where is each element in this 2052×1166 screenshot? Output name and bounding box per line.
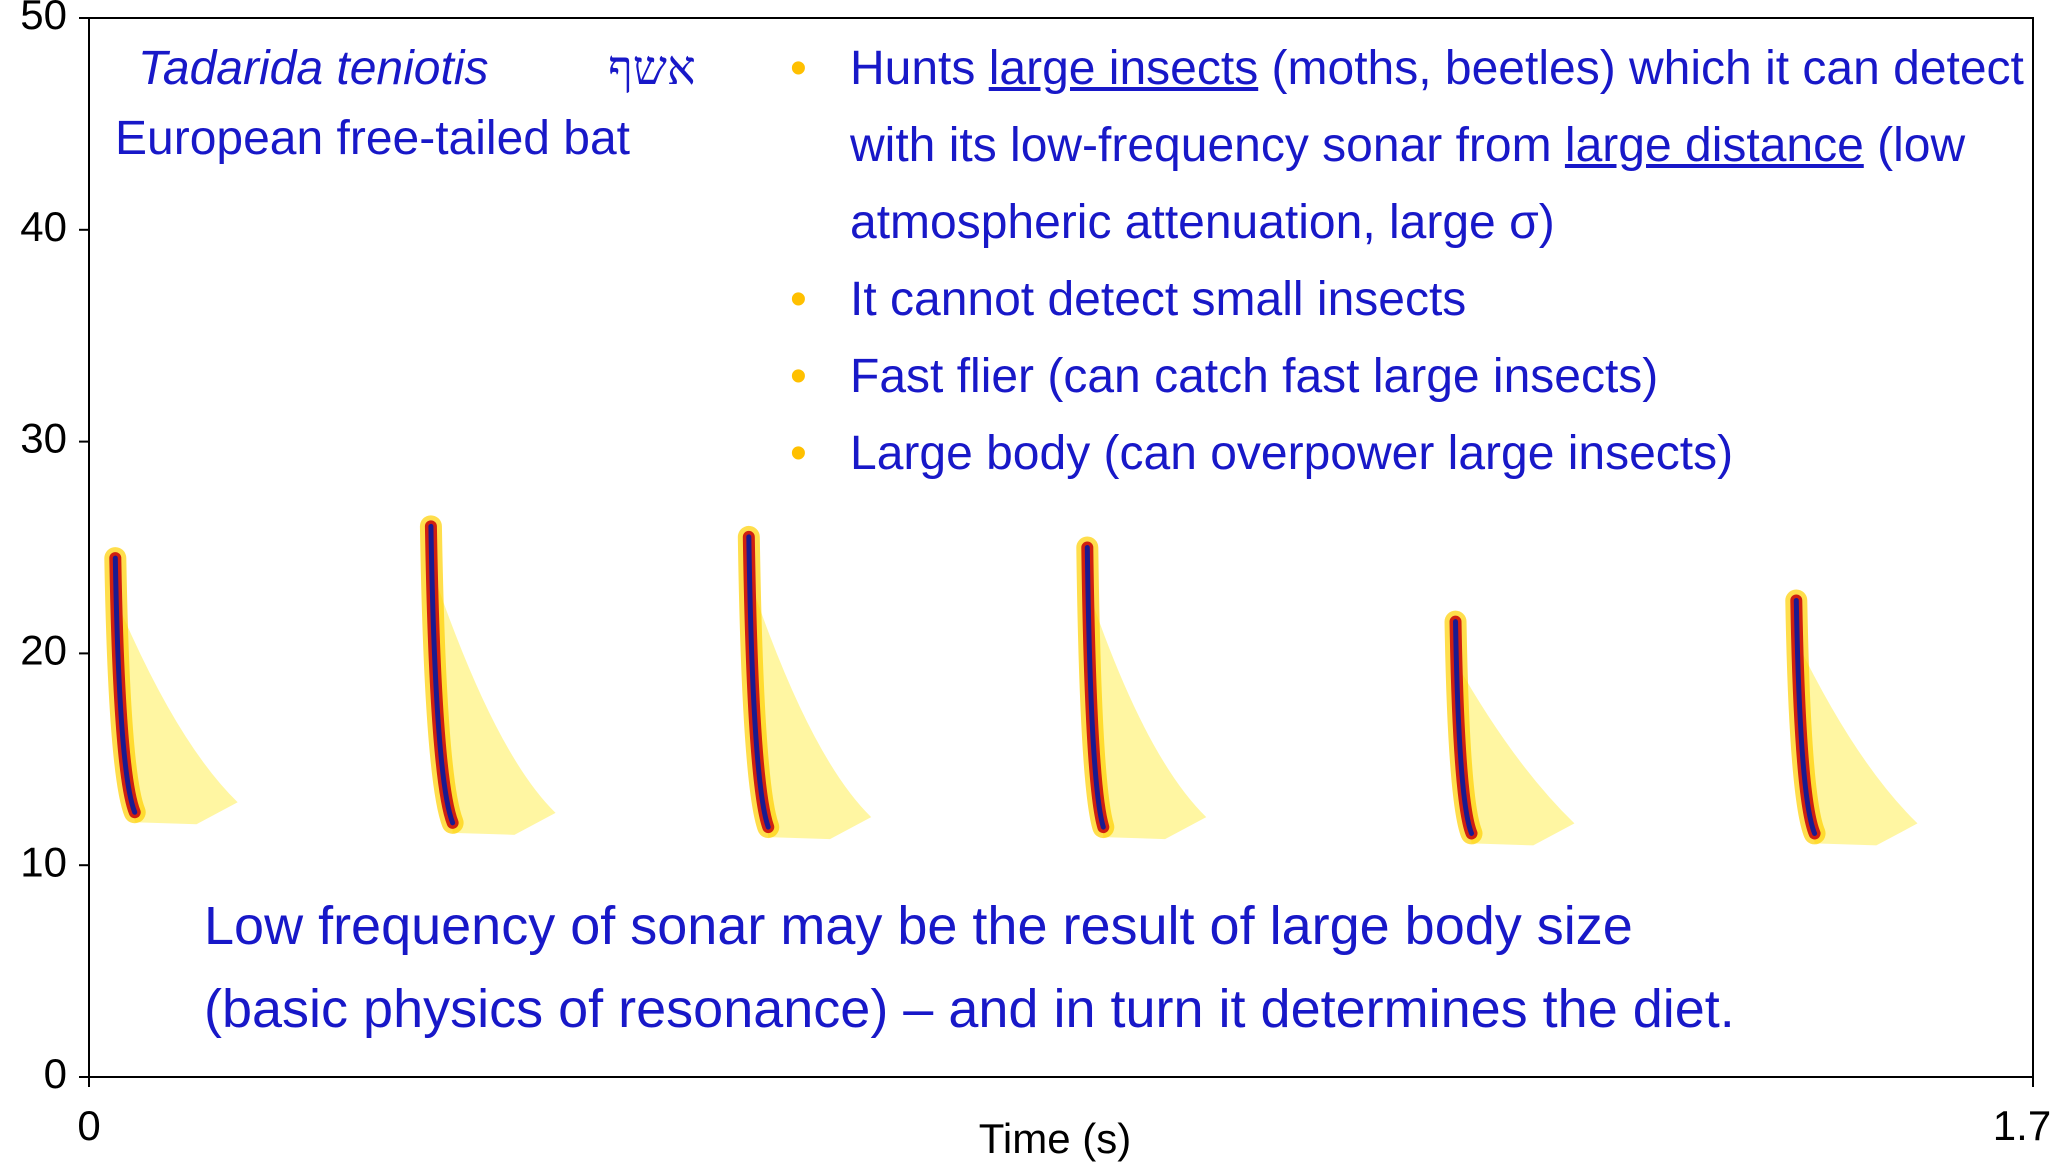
call-trace — [428, 523, 456, 826]
y-tick-label: 40 — [20, 203, 67, 250]
bullet-text: Fast flier (can catch fast large insects… — [850, 350, 1659, 403]
plot-frame — [88, 17, 2034, 1078]
bullet-text: It cannot detect small insects — [850, 273, 1467, 326]
x-axis-label: Time (s) — [979, 1115, 1131, 1162]
bullet-text: Hunts — [850, 42, 989, 95]
bullet: Fast flier (can catch fast large insects… — [790, 338, 2030, 415]
call-trace — [1793, 597, 1818, 836]
y-tick-label: 20 — [20, 626, 67, 673]
y-tick-label: 50 — [20, 0, 67, 38]
call-spray — [1455, 661, 1575, 846]
bullet: Hunts large insects (moths, beetles) whi… — [790, 30, 2030, 261]
call-spray — [1796, 640, 1918, 846]
footer-line: (basic physics of resonance) – and in tu… — [204, 979, 1735, 1039]
bat-call — [1076, 536, 1207, 840]
call-spray — [115, 598, 238, 825]
footer-line: Low frequency of sonar may be the result… — [204, 896, 1633, 956]
bat-call — [419, 515, 556, 835]
bullet-text: Large body (can overpower large insects) — [850, 427, 1734, 480]
call-spray — [748, 576, 872, 840]
call-trace — [1084, 545, 1106, 830]
bullet-text: large distance — [1564, 119, 1864, 172]
hebrew-name: אשף — [608, 40, 696, 96]
bat-call — [1444, 610, 1575, 846]
bat-call — [104, 547, 238, 825]
footer: Low frequency of sonar may be the result… — [204, 885, 1735, 1051]
call-spray — [430, 566, 556, 835]
call-trace — [112, 555, 138, 815]
call-trace — [1453, 619, 1475, 836]
y-tick-label: 30 — [20, 415, 67, 462]
bullet: Large body (can overpower large insects) — [790, 415, 2030, 492]
bat-call — [737, 525, 872, 840]
y-tick-label: 0 — [44, 1050, 67, 1097]
bullet: It cannot detect small insects — [790, 261, 2030, 338]
species-name: Tadarida teniotis — [138, 42, 489, 95]
common-name: European free-tailed bat — [115, 112, 631, 165]
bullet-text: (low atmospheric attenuation, large σ) — [850, 119, 1966, 249]
call-spray — [1087, 587, 1207, 840]
bullet-text: large insects — [988, 42, 1259, 95]
x-tick-label: 1.7 — [1993, 1102, 2051, 1149]
call-trace — [746, 534, 771, 830]
bullet-list: Hunts large insects (moths, beetles) whi… — [790, 30, 2030, 492]
y-tick-label: 10 — [20, 838, 67, 885]
x-tick-label: 0 — [77, 1102, 100, 1149]
bat-call — [1785, 589, 1918, 846]
bullet-text: (moths, beetles) which it can detect wit… — [850, 42, 2024, 172]
